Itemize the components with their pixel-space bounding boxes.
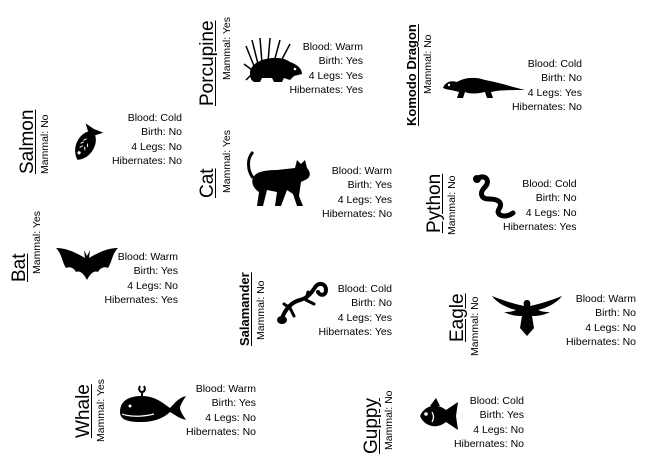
mammal-label: Mammal: No bbox=[469, 296, 481, 356]
birth-label: Birth: Yes bbox=[133, 265, 178, 278]
mammal-label: Mammal: Yes bbox=[221, 129, 233, 193]
properties-list: Blood: Warm Birth: Yes 4 Legs: No Hibern… bbox=[186, 382, 256, 439]
legs-label: 4 Legs: No bbox=[127, 279, 178, 292]
animal-name: Bat bbox=[9, 253, 30, 282]
fish-icon bbox=[75, 123, 104, 160]
properties-list: Blood: Cold Birth: No 4 Legs: Yes Hibern… bbox=[318, 282, 392, 339]
animal-name: Salamander bbox=[237, 272, 252, 346]
properties-list: Blood: Cold Birth: No 4 Legs: Yes Hibern… bbox=[512, 57, 582, 114]
hibernates-label: Hibernates: Yes bbox=[289, 83, 363, 96]
blood-label: Blood: Warm bbox=[331, 165, 393, 177]
legs-label: 4 Legs: No bbox=[131, 140, 182, 153]
hibernates-label: Hibernates: No bbox=[185, 425, 256, 438]
eagle-icon bbox=[492, 296, 562, 336]
blood-label: Blood: Cold bbox=[522, 178, 577, 190]
animal-card-guppy: Guppy Mammal: No Blood: Cold Birth: Yes … bbox=[361, 386, 540, 458]
blood-label: Blood: Warm bbox=[117, 251, 178, 263]
birth-label: Birth: No bbox=[351, 297, 392, 310]
animal-name: Cat bbox=[197, 168, 218, 198]
mammal-label: Mammal: No bbox=[422, 34, 434, 94]
mammal-label: Mammal: Yes bbox=[95, 378, 107, 442]
hibernates-label: Hibernates: Yes bbox=[503, 220, 577, 233]
birth-label: Birth: No bbox=[141, 126, 182, 139]
blood-label: Blood: Cold bbox=[337, 283, 392, 295]
snake-icon bbox=[473, 174, 516, 219]
salamander-icon bbox=[277, 281, 329, 324]
birth-label: Birth: Yes bbox=[347, 179, 393, 192]
animal-name: Salmon bbox=[17, 109, 38, 174]
animal-card-komodo-dragon: Komodo Dragon Mammal: No Blood: Cold Bir… bbox=[404, 24, 590, 126]
blood-label: Blood: Warm bbox=[575, 293, 636, 305]
hibernates-label: Hibernates: No bbox=[111, 154, 182, 167]
properties-list: Blood: Cold Birth: Yes 4 Legs: No Hibern… bbox=[454, 394, 524, 451]
properties-list: Blood: Warm Birth: Yes 4 Legs: No Hibern… bbox=[104, 250, 178, 307]
animal-card-salamander: Salamander Mammal: No Blood: Cold Birth:… bbox=[237, 264, 398, 348]
blood-label: Blood: Cold bbox=[127, 112, 182, 124]
fish-icon bbox=[420, 398, 458, 430]
blood-label: Blood: Cold bbox=[469, 395, 524, 407]
animal-card-salmon: Salmon Mammal: No Blood: Cold Birth: No … bbox=[17, 96, 188, 178]
properties-list: Blood: Cold Birth: No 4 Legs: No Hiberna… bbox=[503, 177, 577, 234]
animal-name: Porcupine bbox=[197, 20, 218, 106]
animal-card-python: Python Mammal: No Blood: Cold Birth: No … bbox=[424, 165, 600, 237]
birth-label: Birth: No bbox=[541, 72, 582, 85]
animal-name: Komodo Dragon bbox=[404, 24, 419, 126]
mammal-label: Mammal: No bbox=[39, 114, 51, 174]
animal-name: Guppy bbox=[361, 398, 382, 454]
mammal-label: Mammal: Yes bbox=[31, 210, 43, 274]
hibernates-label: Hibernates: No bbox=[322, 207, 393, 220]
whale-icon bbox=[120, 385, 186, 422]
legs-label: 4 Legs: No bbox=[473, 423, 524, 436]
birth-label: Birth: Yes bbox=[318, 55, 363, 68]
animal-card-porcupine: Porcupine Mammal: Yes Blood: Warm Birth:… bbox=[197, 16, 373, 108]
animal-card-eagle: Eagle Mammal: No Blood: Warm Birth: No 4… bbox=[447, 282, 644, 358]
legs-label: 4 Legs: Yes bbox=[337, 193, 393, 206]
blood-label: Blood: Warm bbox=[195, 383, 256, 395]
legs-label: 4 Legs: Yes bbox=[527, 86, 582, 99]
animal-name: Python bbox=[424, 173, 445, 233]
hibernates-label: Hibernates: No bbox=[565, 335, 636, 348]
legs-label: 4 Legs: No bbox=[525, 206, 577, 219]
legs-label: 4 Legs: No bbox=[205, 411, 256, 424]
cat-icon bbox=[247, 150, 310, 206]
bat-icon bbox=[56, 248, 118, 280]
animal-name: Eagle bbox=[447, 293, 468, 342]
properties-list: Blood: Warm Birth: Yes 4 Legs: Yes Hiber… bbox=[289, 40, 363, 97]
hibernates-label: Hibernates: No bbox=[511, 100, 582, 113]
mammal-label: Mammal: No bbox=[446, 175, 458, 235]
legs-label: 4 Legs: Yes bbox=[337, 311, 392, 324]
hibernates-label: Hibernates: Yes bbox=[318, 325, 392, 338]
properties-list: Blood: Warm Birth: No 4 Legs: No Hiberna… bbox=[566, 292, 636, 349]
animal-card-cat: Cat Mammal: Yes Blood: Warm Birth: Yes 4… bbox=[197, 130, 398, 222]
legs-label: 4 Legs: Yes bbox=[308, 69, 363, 82]
birth-label: Birth: No bbox=[535, 192, 577, 205]
blood-label: Blood: Warm bbox=[302, 41, 363, 53]
birth-label: Birth: Yes bbox=[211, 397, 256, 410]
legs-label: 4 Legs: No bbox=[585, 321, 636, 334]
hibernates-label: Hibernates: Yes bbox=[104, 293, 178, 306]
birth-label: Birth: No bbox=[595, 307, 636, 320]
animal-card-whale: Whale Mammal: Yes Blood: Warm Birth: Yes… bbox=[73, 372, 266, 442]
mammal-label: Mammal: No bbox=[255, 280, 267, 340]
mammal-label: Mammal: Yes bbox=[221, 16, 233, 80]
hibernates-label: Hibernates: No bbox=[453, 437, 524, 450]
properties-list: Blood: Warm Birth: Yes 4 Legs: Yes Hiber… bbox=[322, 164, 392, 221]
porcupine-icon bbox=[243, 37, 302, 82]
birth-label: Birth: Yes bbox=[479, 409, 524, 422]
mammal-label: Mammal: No bbox=[383, 390, 395, 450]
blood-label: Blood: Cold bbox=[527, 58, 582, 70]
animal-card-bat: Bat Mammal: Yes Blood: Warm Birth: Yes 4… bbox=[9, 211, 190, 308]
animal-name: Whale bbox=[73, 384, 94, 438]
properties-list: Blood: Cold Birth: No 4 Legs: No Hiberna… bbox=[112, 111, 182, 168]
lizard-icon bbox=[443, 77, 525, 98]
